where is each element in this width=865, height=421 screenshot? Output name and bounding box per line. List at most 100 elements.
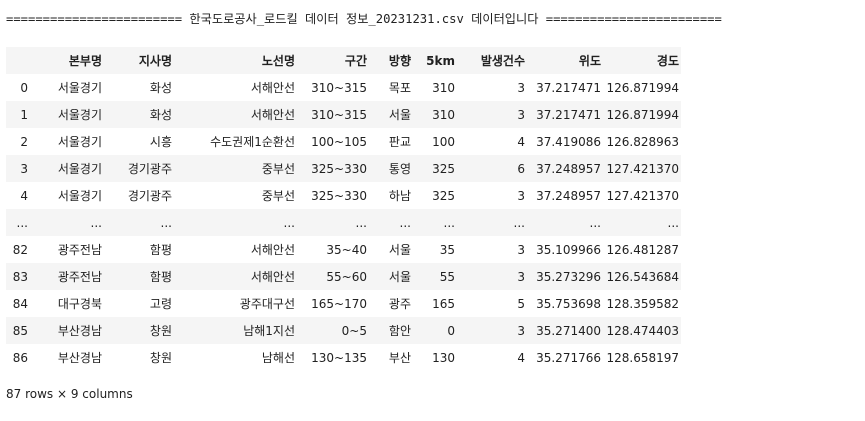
cell-5km: 130 — [411, 344, 455, 371]
cell-route: 서해안선 — [172, 101, 295, 128]
cell-branch: 창원 — [102, 317, 172, 344]
column-header-hq: 본부명 — [32, 47, 102, 74]
cell-branch: 경기광주 — [102, 155, 172, 182]
cell-latitude: 35.753698 — [525, 290, 601, 317]
cell-route: 남해1지선 — [172, 317, 295, 344]
row-index: 86 — [6, 344, 32, 371]
cell-longitude: 126.481287 — [601, 236, 681, 263]
cell-latitude: 35.273296 — [525, 263, 601, 290]
row-index: 4 — [6, 182, 32, 209]
column-header-latitude: 위도 — [525, 47, 601, 74]
column-header-direction: 방향 — [367, 47, 411, 74]
table-row: 3 서울경기 경기광주 중부선 325~330 통영 325 6 37.248957 127.42… — [6, 155, 681, 182]
cell-longitude: 126.871994 — [601, 101, 681, 128]
table-row: 4 서울경기 경기광주 중부선 325~330 하남 325 3 37.248957 127.42… — [6, 182, 681, 209]
cell-longitude: ... — [601, 209, 681, 236]
cell-section: 325~330 — [295, 182, 367, 209]
cell-count: 4 — [455, 128, 525, 155]
cell-route: 서해안선 — [172, 263, 295, 290]
cell-branch: 함평 — [102, 263, 172, 290]
cell-route: 수도권제1순환선 — [172, 128, 295, 155]
dataframe-table: 본부명 지사명 노선명 구간 방향 5km 발생건수 위도 경도 0 서울경기 화성… — [6, 47, 681, 371]
cell-longitude: 128.359582 — [601, 290, 681, 317]
cell-direction: 목포 — [367, 74, 411, 101]
output-banner: ======================== 한국도로공사_로드킬 데이터 … — [6, 12, 722, 26]
cell-count: 4 — [455, 344, 525, 371]
cell-route: 남해선 — [172, 344, 295, 371]
row-index: 2 — [6, 128, 32, 155]
cell-direction: 통영 — [367, 155, 411, 182]
row-index: 3 — [6, 155, 32, 182]
cell-count: 5 — [455, 290, 525, 317]
table-row: 2 서울경기 시흥 수도권제1순환선 100~105 판교 100 4 37.419086 126… — [6, 128, 681, 155]
cell-5km: 100 — [411, 128, 455, 155]
cell-direction: ... — [367, 209, 411, 236]
cell-hq: 서울경기 — [32, 74, 102, 101]
cell-longitude: 126.543684 — [601, 263, 681, 290]
cell-hq: ... — [32, 209, 102, 236]
cell-hq: 서울경기 — [32, 155, 102, 182]
cell-latitude: 35.271400 — [525, 317, 601, 344]
cell-hq: 광주전남 — [32, 236, 102, 263]
column-header-count: 발생건수 — [455, 47, 525, 74]
cell-5km: 310 — [411, 101, 455, 128]
cell-route: 중부선 — [172, 155, 295, 182]
cell-section: 325~330 — [295, 155, 367, 182]
cell-branch: 함평 — [102, 236, 172, 263]
cell-direction: 판교 — [367, 128, 411, 155]
cell-direction: 부산 — [367, 344, 411, 371]
cell-section: ... — [295, 209, 367, 236]
row-index: ... — [6, 209, 32, 236]
cell-direction: 서울 — [367, 263, 411, 290]
row-index: 84 — [6, 290, 32, 317]
column-header-branch: 지사명 — [102, 47, 172, 74]
table-row: 86 부산경남 창원 남해선 130~135 부산 130 4 35.271766 128.658… — [6, 344, 681, 371]
cell-5km: 55 — [411, 263, 455, 290]
cell-branch: 고령 — [102, 290, 172, 317]
cell-count: 6 — [455, 155, 525, 182]
table-row: 1 서울경기 화성 서해안선 310~315 서울 310 3 37.217471 126.871… — [6, 101, 681, 128]
row-index: 85 — [6, 317, 32, 344]
cell-section: 165~170 — [295, 290, 367, 317]
cell-longitude: 128.474403 — [601, 317, 681, 344]
cell-5km: 310 — [411, 74, 455, 101]
cell-hq: 부산경남 — [32, 344, 102, 371]
column-header-longitude: 경도 — [601, 47, 681, 74]
table-body: 0 서울경기 화성 서해안선 310~315 목포 310 3 37.217471 126.871… — [6, 74, 681, 371]
cell-route: 광주대구선 — [172, 290, 295, 317]
header-row: 본부명 지사명 노선명 구간 방향 5km 발생건수 위도 경도 — [6, 47, 681, 74]
cell-hq: 서울경기 — [32, 128, 102, 155]
row-index: 82 — [6, 236, 32, 263]
table-row: 83 광주전남 함평 서해안선 55~60 서울 55 3 35.273296 126.54368… — [6, 263, 681, 290]
cell-section: 100~105 — [295, 128, 367, 155]
cell-section: 130~135 — [295, 344, 367, 371]
cell-latitude: 37.419086 — [525, 128, 601, 155]
table-row: .............................. — [6, 209, 681, 236]
cell-latitude: 37.217471 — [525, 101, 601, 128]
cell-longitude: 126.871994 — [601, 74, 681, 101]
cell-branch: 화성 — [102, 74, 172, 101]
table-row: 85 부산경남 창원 남해1지선 0~5 함안 0 3 35.271400 128.474403 — [6, 317, 681, 344]
cell-hq: 서울경기 — [32, 182, 102, 209]
cell-longitude: 128.658197 — [601, 344, 681, 371]
cell-latitude: 37.217471 — [525, 74, 601, 101]
cell-branch: 경기광주 — [102, 182, 172, 209]
cell-5km: 325 — [411, 182, 455, 209]
cell-longitude: 126.828963 — [601, 128, 681, 155]
row-index: 1 — [6, 101, 32, 128]
cell-5km: 165 — [411, 290, 455, 317]
cell-branch: 시흥 — [102, 128, 172, 155]
cell-hq: 대구경북 — [32, 290, 102, 317]
cell-section: 310~315 — [295, 74, 367, 101]
cell-hq: 서울경기 — [32, 101, 102, 128]
cell-section: 55~60 — [295, 263, 367, 290]
cell-count: 3 — [455, 74, 525, 101]
table-header: 본부명 지사명 노선명 구간 방향 5km 발생건수 위도 경도 — [6, 47, 681, 74]
cell-5km: ... — [411, 209, 455, 236]
cell-longitude: 127.421370 — [601, 182, 681, 209]
cell-section: 310~315 — [295, 101, 367, 128]
cell-hq: 부산경남 — [32, 317, 102, 344]
cell-direction: 서울 — [367, 101, 411, 128]
cell-latitude: 35.109966 — [525, 236, 601, 263]
row-index: 0 — [6, 74, 32, 101]
